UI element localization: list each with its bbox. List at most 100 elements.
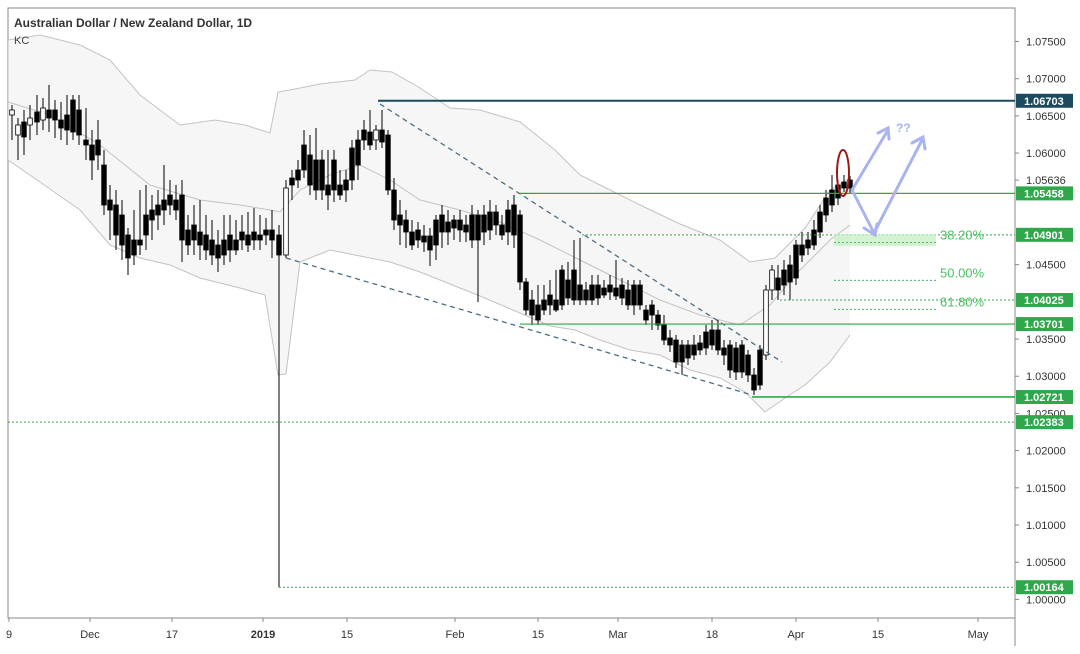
candle-body xyxy=(535,304,541,321)
candle xyxy=(457,210,463,242)
candle xyxy=(709,320,715,350)
projection-arrow-up xyxy=(872,138,924,235)
candle xyxy=(433,215,439,260)
candle xyxy=(295,160,301,188)
candle-body xyxy=(481,214,487,233)
candle xyxy=(257,215,263,250)
candle-body xyxy=(727,344,733,371)
candle-body xyxy=(325,184,331,196)
candle-body xyxy=(469,214,475,241)
projection-arrow-down xyxy=(850,188,876,235)
candle-body xyxy=(367,131,373,146)
y-tick-label: 1.06000 xyxy=(1026,148,1066,160)
y-tick-label: 1.00000 xyxy=(1026,594,1066,606)
candle-body xyxy=(215,244,221,259)
candle-body xyxy=(607,284,613,293)
candle xyxy=(613,260,619,300)
candle-body xyxy=(625,289,631,306)
candle xyxy=(793,240,799,285)
candle-body xyxy=(739,344,745,373)
candle xyxy=(511,195,517,248)
candle-body xyxy=(799,244,805,256)
candle-body xyxy=(245,234,251,246)
x-tick-label: Apr xyxy=(787,629,804,641)
candle xyxy=(817,205,823,238)
candle-body xyxy=(257,234,263,241)
price-level-badge xyxy=(1016,227,1073,242)
candle xyxy=(499,215,505,240)
candle-body xyxy=(709,329,715,346)
candle-body xyxy=(355,139,361,166)
candle-body xyxy=(487,211,493,231)
candle xyxy=(276,225,282,258)
candle xyxy=(577,238,583,305)
y-tick-label: 1.07000 xyxy=(1026,74,1066,86)
candle-body xyxy=(445,221,451,233)
candle xyxy=(697,335,703,355)
candle xyxy=(595,275,601,305)
candle-body xyxy=(191,224,197,241)
candle-body xyxy=(251,231,257,241)
candle-body xyxy=(263,229,269,236)
candle-body xyxy=(391,189,397,221)
candle-body xyxy=(137,239,143,246)
candle-body xyxy=(276,234,282,256)
candle-body xyxy=(721,347,727,356)
candle-body xyxy=(661,324,667,341)
candle xyxy=(325,150,331,210)
candle xyxy=(215,230,221,272)
candle-body xyxy=(433,219,439,246)
candle-body xyxy=(289,177,295,186)
candle-body xyxy=(457,219,463,231)
candle-body xyxy=(655,314,661,326)
candle xyxy=(745,350,751,382)
candle xyxy=(131,210,137,265)
keltner-fill xyxy=(8,35,850,412)
candle-body xyxy=(83,139,89,146)
candle xyxy=(349,140,355,190)
candle-body xyxy=(715,329,721,351)
candle xyxy=(263,218,269,245)
candle-body xyxy=(125,234,131,259)
price-level-badge xyxy=(1016,186,1073,201)
candle xyxy=(631,280,637,315)
candle-body xyxy=(811,229,817,246)
candle-body xyxy=(143,214,149,236)
candle xyxy=(58,102,64,140)
candle xyxy=(625,280,631,310)
candle xyxy=(415,222,421,248)
candle xyxy=(197,200,203,260)
candle xyxy=(373,125,379,150)
price-level-badge-text: 1.02721 xyxy=(1024,392,1064,404)
candle-body xyxy=(173,199,179,211)
candle-body xyxy=(319,159,325,191)
candle-body xyxy=(703,331,709,349)
candle xyxy=(289,170,295,200)
candle xyxy=(451,215,457,240)
candle xyxy=(137,190,143,255)
candle-body xyxy=(619,284,625,299)
candle-body xyxy=(793,244,799,279)
candle xyxy=(397,200,403,245)
candle xyxy=(427,228,433,266)
candle-body xyxy=(76,109,82,136)
candle-body xyxy=(511,204,517,236)
candle-body xyxy=(697,342,703,351)
candle-body xyxy=(58,119,64,129)
candle xyxy=(379,110,385,148)
candle xyxy=(319,150,325,200)
candle xyxy=(337,170,343,200)
candle xyxy=(571,240,577,305)
candle-body xyxy=(331,159,337,191)
candle-body xyxy=(373,129,379,141)
price-level-badge xyxy=(1016,93,1073,108)
candle xyxy=(251,208,257,250)
candle-body xyxy=(637,284,643,306)
price-level-badge xyxy=(1016,389,1073,404)
candle-body xyxy=(239,231,245,241)
candle-body xyxy=(167,194,173,206)
candle-body xyxy=(64,114,70,131)
candle-body xyxy=(547,294,553,306)
